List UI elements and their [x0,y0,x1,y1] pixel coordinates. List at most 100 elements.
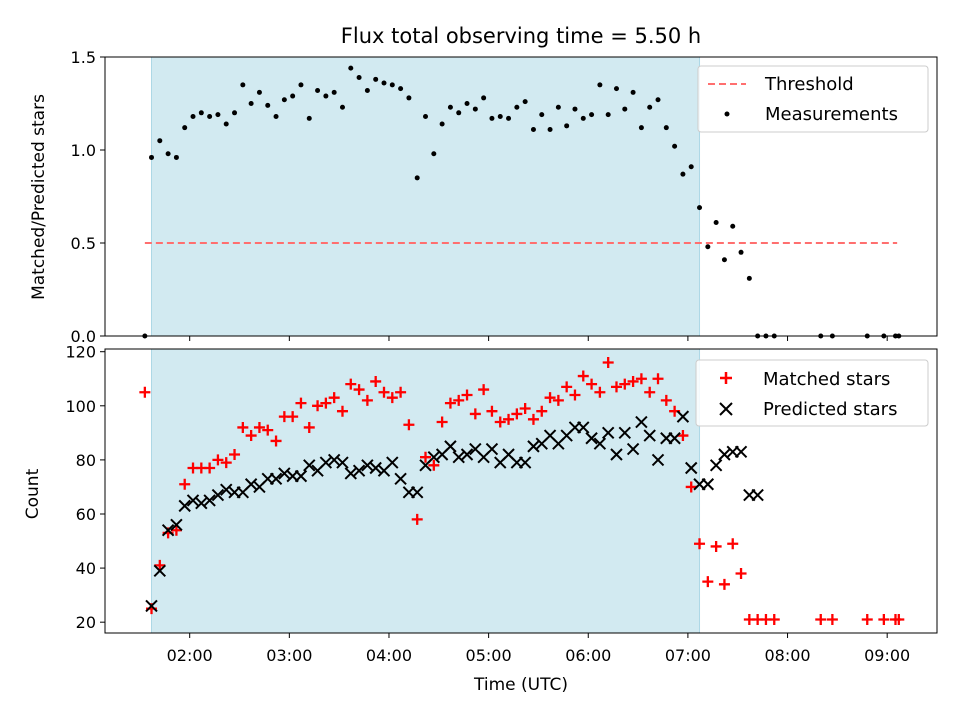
count-y-tick-label: 100 [65,397,96,416]
measurement-point [298,82,304,88]
predicted-star-point [153,564,167,577]
measurement-point [364,87,370,93]
matched-star-point [262,424,274,436]
x-tick-label: 05:00 [466,646,512,665]
matched-star-point [253,421,265,433]
x-axis-label: Time (UTC) [473,675,568,695]
predicted-star-point [643,429,656,442]
predicted-star-point [601,426,615,440]
measurement-point [721,257,727,263]
measurements-legend-swatch [724,111,730,117]
count-y-tick-label: 60 [76,505,96,524]
matched-star-point [635,373,647,385]
measurement-point [248,101,254,106]
measurement-point [688,164,694,170]
predicted-star-point [336,456,349,469]
measurement-point [406,95,412,101]
matched-star-point [287,411,299,423]
measurement-point [580,115,586,121]
predicted-star-point [220,483,233,496]
measurement-point [597,82,603,88]
ratio-y-tick-label: 0.5 [71,234,96,253]
matched-star-point [478,384,490,396]
matched-star-point [361,394,373,406]
count-y-tick-label: 40 [76,559,96,578]
matched-star-point [444,397,456,409]
measurement-point [265,102,271,108]
matched-star-point [411,513,423,525]
predicted-star-point [701,478,715,491]
measurement-point [398,86,404,92]
x-tick-label: 09:00 [864,646,910,665]
predicted-legend-swatch [719,402,733,416]
ratio-y-axis-label: Matched/Predicted stars [29,94,49,300]
matched-star-point [861,613,873,625]
x-tick-label: 06:00 [565,646,611,665]
matched-star-point [336,405,348,417]
measurement-point [157,138,163,144]
matched-star-point [710,540,722,552]
measurement-point [572,106,578,112]
matched-star-point [536,405,548,417]
measurement-point [306,115,312,121]
measurement-point [514,104,520,110]
count-y-axis-label: Count [23,468,43,519]
matched-star-point [378,386,390,398]
measurement-point [232,110,238,116]
matched-star-point [494,416,506,428]
matched-star-point [428,459,440,471]
matched-star-point [768,613,780,625]
matched-star-point [320,397,332,409]
matched-star-point [577,370,589,382]
predicted-star-point [161,524,175,537]
predicted-star-point [278,467,291,480]
matched-star-point [702,576,714,588]
predicted-star-point [386,456,399,469]
measurement-point [373,76,379,82]
measurement-point [530,127,536,133]
measurement-point [323,93,329,99]
predicted-star-point [444,440,457,453]
matched-star-point [519,403,531,415]
matched-star-point [619,378,631,390]
measurement-point [613,86,619,92]
matched-star-point [220,457,232,469]
ratio-y-tick-label: 1.5 [71,48,96,67]
predicted-star-point [145,599,158,613]
matched-star-point [229,448,241,460]
measurement-point [746,275,752,281]
predicted-star-point [178,499,191,513]
measurement-point [456,110,462,116]
predicted-legend-label: Predicted stars [763,399,897,420]
matched-star-point [469,408,481,420]
predicted-star-point [626,442,640,456]
measurements-legend-label: Measurements [765,104,898,125]
matched-star-point [826,613,838,625]
matched-star-point [328,392,340,404]
predicted-star-point [186,494,200,507]
matched-star-point [453,394,465,406]
measurement-point [431,151,437,157]
x-tick-label: 03:00 [266,646,312,665]
measurement-point [705,244,711,250]
measurement-point [697,205,703,211]
predicted-star-point [244,478,258,491]
predicted-star-point [294,469,308,483]
measurement-point [489,115,495,121]
measurement-point [638,125,644,131]
measurement-point [423,114,429,120]
measurement-point [630,89,636,95]
matched-star-point [527,413,539,425]
measurement-point [165,151,171,157]
count-panel-frame [104,348,938,634]
measurement-point [215,112,221,118]
matched-legend-swatch [720,372,732,384]
predicted-star-point [610,448,623,461]
matched-star-point [552,394,564,406]
ratio-observing-window [150,56,701,337]
measurement-point [439,121,445,127]
predicted-star-point [361,459,374,472]
measurement-point [605,112,611,118]
matched-star-point [212,454,224,466]
measurement-point [281,97,287,103]
